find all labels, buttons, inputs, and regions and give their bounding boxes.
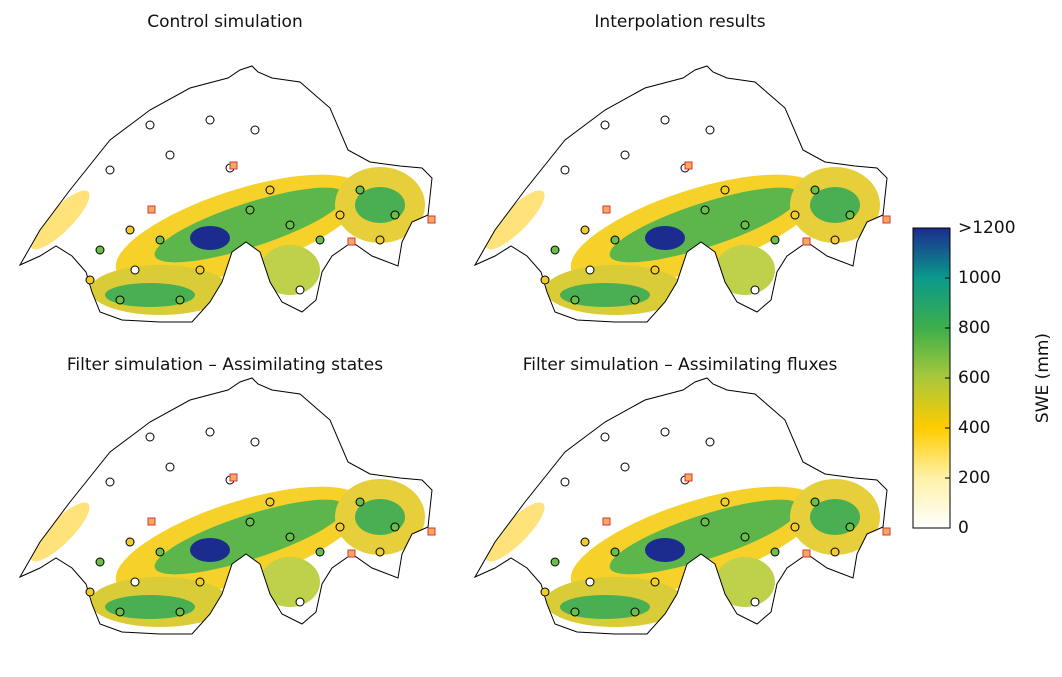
tick-label: 800: [958, 318, 990, 338]
map: [20, 66, 435, 322]
panel-title: Control simulation: [147, 12, 302, 32]
map: [20, 378, 435, 634]
tick-label: 200: [958, 468, 990, 488]
tick-label: 0: [958, 518, 969, 538]
panel-title: Filter simulation – Assimilating fluxes: [523, 355, 838, 375]
colorbar: [912, 227, 951, 529]
tick-label: >1200: [958, 218, 1016, 238]
tick-label: 1000: [958, 268, 1001, 288]
tick-label: 400: [958, 418, 990, 438]
panel-title: Filter simulation – Assimilating states: [67, 355, 383, 375]
colorbar-label: SWE (mm): [1033, 333, 1053, 423]
panel-title: Interpolation results: [594, 12, 765, 32]
tick-label: 600: [958, 368, 990, 388]
map: [475, 378, 890, 634]
map: [475, 66, 890, 322]
